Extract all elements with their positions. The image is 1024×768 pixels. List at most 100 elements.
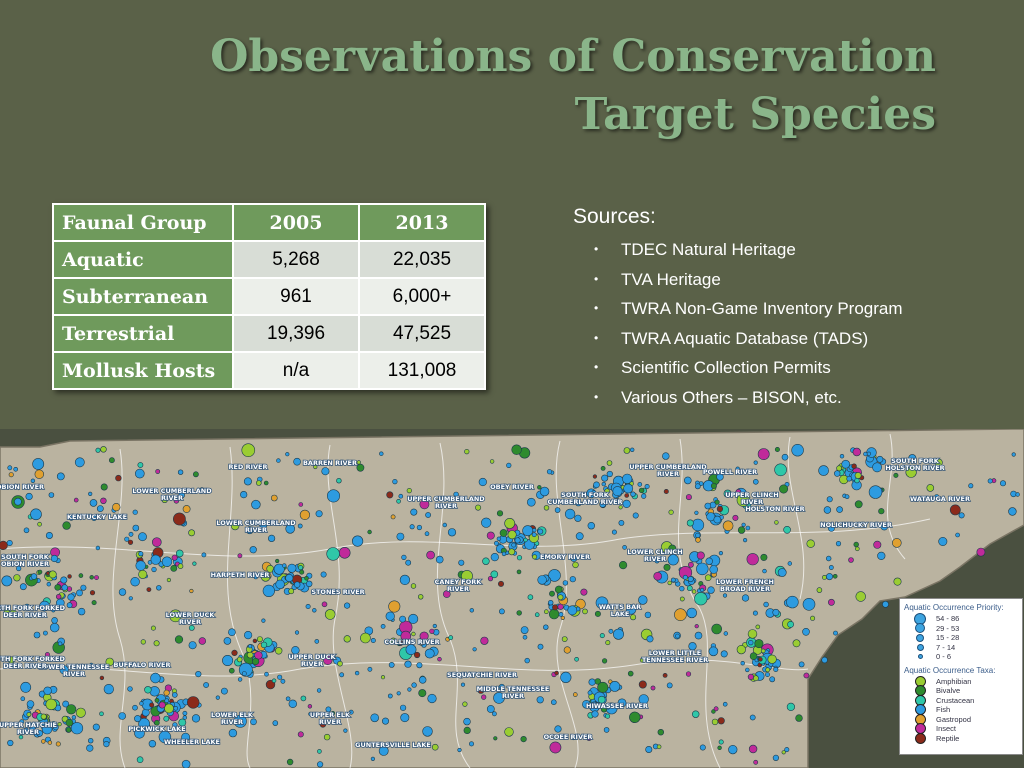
occurrence-point [336,477,342,484]
occurrence-point [188,529,195,537]
occurrence-point [356,460,361,465]
watershed-label: NOLICHUCKY RIVER [820,521,892,529]
occurrence-point [597,695,606,704]
occurrence-point [43,686,52,695]
occurrence-point [537,575,547,585]
occurrence-point [75,707,86,718]
occurrence-point [189,588,194,594]
occurrence-point [73,497,79,503]
occurrence-point [229,667,235,674]
table-row: Aquatic 5,268 22,035 [52,240,486,279]
row-value-2005: 961 [232,277,360,316]
occurrence-point [511,542,517,548]
occurrence-point [783,526,791,534]
occurrence-point [410,583,417,589]
occurrence-point [285,574,294,583]
occurrence-point [261,618,266,623]
occurrence-point [753,675,759,682]
occurrence-point [199,487,205,493]
legend-priority-row: 15 - 28 [904,633,1018,643]
occurrence-point [317,749,322,754]
occurrence-point [656,744,662,750]
occurrence-point [949,504,961,516]
occurrence-point [152,537,162,547]
occurrence-point [128,596,133,601]
row-value-2013: 47,525 [358,314,486,353]
occurrence-point [57,641,63,646]
occurrence-point [36,729,43,737]
occurrence-point [396,532,405,541]
occurrence-point [593,704,599,709]
priority-circle-icon [916,633,924,642]
occurrence-point [630,491,636,497]
occurrence-point [314,639,320,644]
occurrence-point [231,649,238,656]
occurrence-point [181,759,191,768]
occurrence-point [294,630,300,635]
occurrence-point [100,497,107,505]
occurrence-point [762,568,767,574]
occurrence-point [644,483,650,489]
occurrence-point [7,739,14,747]
occurrence-point [400,630,412,642]
watershed-label: KENTUCKY LAKE [67,513,127,521]
legend-priority-label: 7 - 14 [936,642,956,652]
occurrence-point [976,547,986,557]
occurrence-point [758,657,763,662]
occurrence-point [490,570,499,579]
table-row: Subterranean 961 6,000+ [52,277,486,316]
watershed-label: SOUTH FORK OBION RIVER [1,553,50,568]
occurrence-point [741,522,746,527]
occurrence-point [414,651,421,659]
occurrence-point [150,625,156,631]
occurrence-point [493,692,505,704]
occurrence-point [55,598,65,608]
occurrence-point [146,587,152,592]
occurrence-point [112,502,121,512]
occurrence-point [570,555,578,562]
occurrence-point [297,523,303,529]
occurrence-point [48,492,55,498]
row-value-2013: 6,000+ [358,277,486,316]
occurrence-point [704,502,712,510]
occurrence-point [32,458,45,470]
occurrence-point [546,469,553,475]
occurrence-point [241,671,247,676]
occurrence-point [741,594,750,602]
occurrence-point [765,667,771,673]
occurrence-point [43,630,48,636]
occurrence-point [299,569,305,575]
occurrence-point [8,472,14,478]
occurrence-point [591,710,599,718]
occurrence-point [699,744,706,751]
occurrence-point [498,608,505,615]
occurrence-point [431,743,439,751]
occurrence-point [158,701,166,709]
watershed-label: SOUTH FORK HOLSTON RIVER [885,457,944,472]
occurrence-point [203,682,209,688]
occurrence-point [240,490,248,499]
occurrence-point [89,662,94,668]
occurrence-point [396,691,401,696]
occurrence-point [161,496,168,504]
occurrence-point [586,735,592,741]
occurrence-point [388,661,395,668]
occurrence-point [228,628,236,636]
occurrence-point [522,525,534,537]
occurrence-point [774,446,780,452]
occurrence-point [286,758,294,766]
occurrence-point [504,727,514,737]
legend-priority-row: 7 - 14 [904,643,1018,653]
occurrence-point [275,558,280,564]
source-item-label: TWRA Non-Game Inventory Program [621,299,903,318]
occurrence-point [511,444,522,455]
occurrence-point [630,614,637,621]
occurrence-point [270,494,278,502]
occurrence-point [499,529,508,537]
occurrence-point [625,604,637,615]
occurrence-point [252,638,258,644]
occurrence-point [201,552,207,558]
occurrence-point [223,637,232,645]
occurrence-point [832,574,838,579]
occurrence-point [307,704,313,709]
